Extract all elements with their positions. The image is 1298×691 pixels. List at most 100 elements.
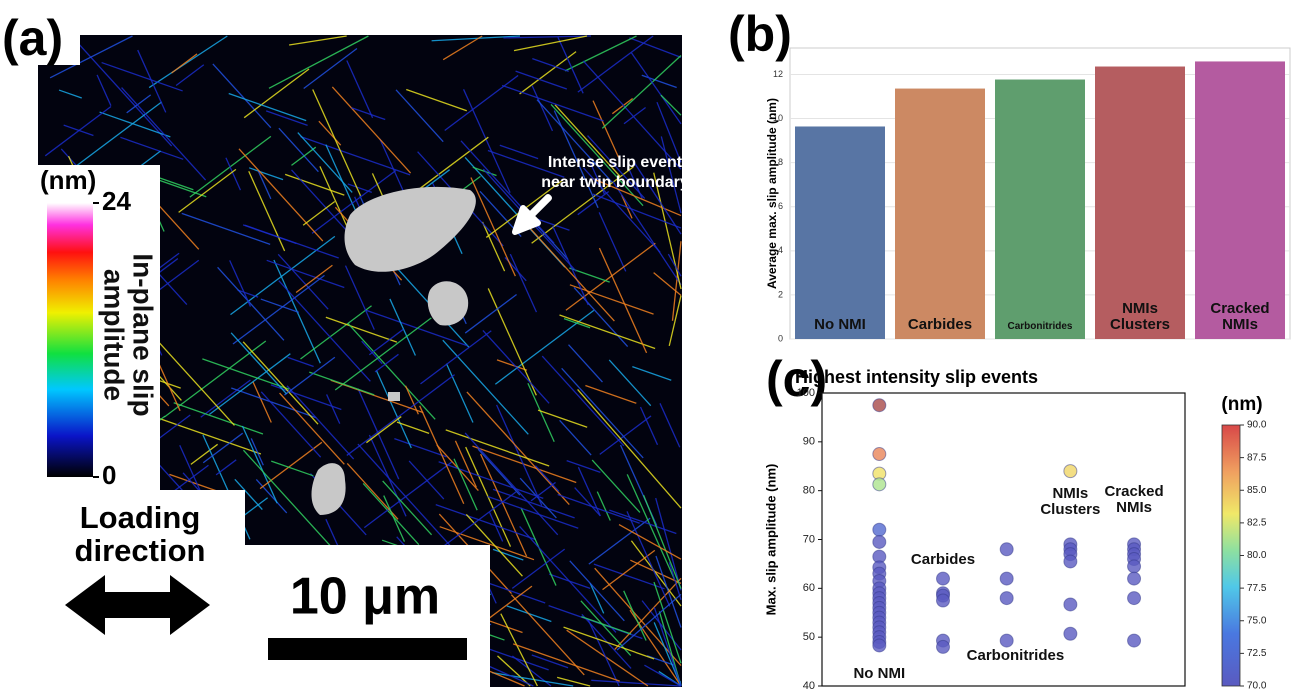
colorbar-tick-label: 80.0 bbox=[1247, 550, 1267, 561]
slip-line bbox=[217, 266, 285, 341]
point bbox=[1127, 559, 1142, 574]
slip-line bbox=[266, 259, 345, 289]
slip-line bbox=[653, 272, 682, 296]
slip-line bbox=[260, 391, 322, 458]
colorbar-tick-label: 87.5 bbox=[1247, 452, 1267, 463]
chart-title: Highest intensity slip events bbox=[795, 367, 1038, 387]
slip-line bbox=[531, 654, 569, 669]
slip-line bbox=[230, 332, 288, 395]
slip-line bbox=[225, 157, 242, 191]
slip-line bbox=[618, 524, 682, 560]
slip-line bbox=[44, 105, 112, 157]
slip-line bbox=[232, 274, 325, 345]
slip-line bbox=[582, 60, 682, 170]
double-arrow bbox=[65, 575, 210, 635]
slip-line bbox=[297, 132, 353, 193]
slip-line bbox=[374, 353, 399, 373]
slip-line bbox=[148, 35, 228, 89]
colorbar-tick-label: 85.0 bbox=[1247, 485, 1267, 496]
loading-label: Loading direction bbox=[74, 500, 206, 568]
slip-line bbox=[614, 577, 682, 650]
slip-line bbox=[585, 384, 637, 404]
slip-line bbox=[363, 461, 453, 529]
slip-line bbox=[591, 679, 681, 687]
slip-line bbox=[395, 89, 444, 143]
slip-line bbox=[238, 148, 324, 242]
y-tick-label: 12 bbox=[773, 69, 783, 79]
slip-line bbox=[519, 51, 577, 95]
colorbar-tick-label: 82.5 bbox=[1247, 518, 1267, 529]
colorbar bbox=[47, 203, 93, 477]
slip-line bbox=[531, 85, 554, 132]
slip-line bbox=[608, 359, 652, 407]
slip-line bbox=[190, 443, 219, 465]
slip-line bbox=[278, 280, 371, 382]
slip-line bbox=[325, 316, 398, 343]
slip-line bbox=[626, 474, 675, 580]
slip-line bbox=[537, 409, 588, 428]
slip-line bbox=[529, 227, 615, 322]
slip-line bbox=[300, 135, 411, 176]
slip-line bbox=[492, 548, 524, 561]
colorbar-tick-label: 77.5 bbox=[1247, 583, 1267, 594]
slip-line bbox=[101, 61, 183, 92]
inclusion bbox=[427, 281, 469, 326]
slip-line bbox=[215, 459, 237, 476]
slip-line bbox=[361, 340, 383, 365]
point bbox=[1127, 571, 1142, 586]
slip-line bbox=[592, 100, 620, 158]
slip-line bbox=[173, 402, 264, 435]
slip-line bbox=[566, 459, 601, 474]
point bbox=[872, 447, 887, 462]
colorbar-tick-label: 24 bbox=[102, 186, 131, 216]
point bbox=[872, 522, 887, 537]
point bbox=[872, 638, 887, 653]
point bbox=[936, 571, 950, 586]
slip-line bbox=[49, 35, 133, 79]
slip-line bbox=[632, 160, 682, 235]
point bbox=[999, 542, 1014, 557]
slip-line bbox=[482, 329, 550, 404]
slip-line bbox=[554, 104, 621, 177]
slip-line bbox=[431, 35, 521, 42]
slip-line bbox=[563, 626, 655, 660]
slip-line bbox=[515, 70, 568, 90]
slip-line bbox=[503, 35, 592, 39]
colorbar-tick-label: 90.0 bbox=[1247, 420, 1267, 431]
point bbox=[872, 398, 887, 413]
slip-line bbox=[202, 358, 290, 390]
slip-line bbox=[445, 429, 550, 467]
slip-line bbox=[510, 594, 585, 676]
y-tick-label: 0 bbox=[778, 333, 783, 343]
slip-line bbox=[445, 363, 474, 423]
panel-label: (b) bbox=[728, 6, 792, 62]
y-tick-label: 4 bbox=[778, 245, 783, 255]
slip-line bbox=[480, 453, 528, 557]
slip-line bbox=[178, 168, 237, 213]
slip-line bbox=[587, 618, 620, 687]
panel-label: (c) bbox=[766, 351, 827, 407]
slip-line bbox=[346, 60, 374, 119]
slip-line bbox=[347, 322, 436, 420]
slip-line bbox=[641, 74, 677, 89]
slip-line bbox=[420, 330, 492, 385]
slip-line bbox=[581, 613, 632, 669]
slip-line bbox=[557, 493, 640, 524]
scale-label: 10 μm bbox=[290, 568, 440, 626]
bar bbox=[1195, 61, 1285, 340]
slip-line bbox=[326, 394, 341, 424]
slip-line bbox=[655, 497, 682, 591]
slip-line bbox=[550, 104, 644, 207]
slip-line bbox=[561, 367, 644, 459]
y-tick-label: 100 bbox=[797, 387, 815, 399]
slip-line bbox=[489, 512, 504, 542]
slip-line bbox=[491, 672, 574, 687]
slip-line bbox=[501, 84, 604, 122]
slip-line bbox=[481, 221, 506, 272]
slip-line bbox=[419, 405, 465, 505]
slip-line bbox=[536, 99, 613, 183]
slip-line bbox=[580, 600, 632, 657]
point bbox=[1063, 597, 1078, 612]
y-axis-label: Average max. slip amplitude (nm) bbox=[765, 98, 779, 289]
slip-line bbox=[656, 101, 682, 163]
